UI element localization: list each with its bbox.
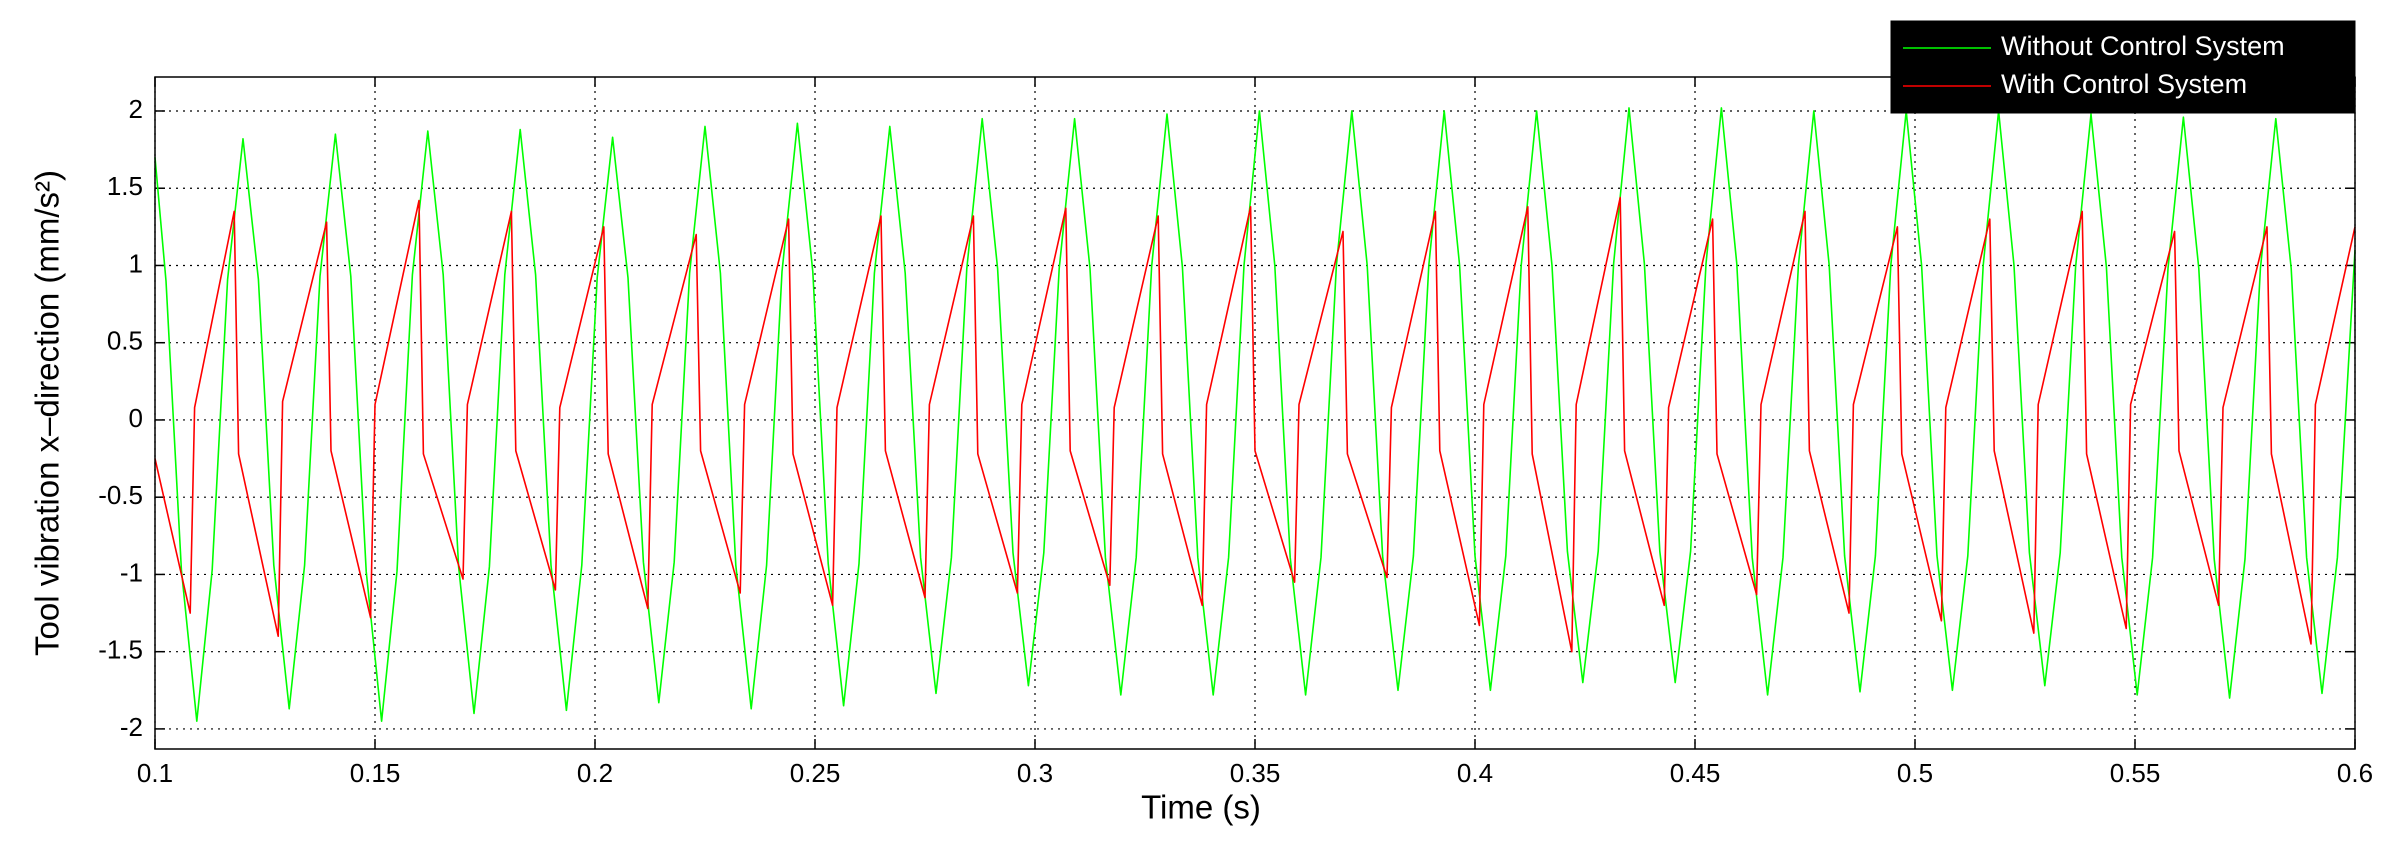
x-tick-label: 0.35 bbox=[1230, 758, 1281, 788]
x-tick-label: 0.1 bbox=[137, 758, 173, 788]
x-tick-label: 0.5 bbox=[1897, 758, 1933, 788]
x-tick-label: 0.15 bbox=[350, 758, 401, 788]
y-tick-label: 1.5 bbox=[107, 171, 143, 201]
y-tick-label: -1 bbox=[120, 557, 143, 587]
y-tick-label: 0.5 bbox=[107, 326, 143, 356]
y-tick-label: -1.5 bbox=[98, 635, 143, 665]
y-axis-label: Tool vibration x–direction (mm/s²) bbox=[29, 170, 66, 656]
x-axis-label: Time (s) bbox=[1141, 789, 1261, 826]
x-tick-label: 0.6 bbox=[2337, 758, 2373, 788]
x-tick-label: 0.3 bbox=[1017, 758, 1053, 788]
x-tick-label: 0.25 bbox=[790, 758, 841, 788]
y-tick-label: 0 bbox=[129, 403, 143, 433]
legend-label: Without Control System bbox=[2001, 31, 2285, 61]
legend-box bbox=[1890, 20, 2356, 114]
legend-label: With Control System bbox=[2001, 69, 2247, 99]
y-tick-label: 1 bbox=[129, 248, 143, 278]
y-tick-label: -0.5 bbox=[98, 480, 143, 510]
x-tick-label: 0.55 bbox=[2110, 758, 2161, 788]
x-tick-label: 0.2 bbox=[577, 758, 613, 788]
plot-frame bbox=[154, 76, 2356, 750]
x-tick-label: 0.4 bbox=[1457, 758, 1493, 788]
y-tick-label: 2 bbox=[129, 94, 143, 124]
x-tick-label: 0.45 bbox=[1670, 758, 1721, 788]
data-line bbox=[154, 196, 2356, 653]
y-tick-label: -2 bbox=[120, 712, 143, 742]
